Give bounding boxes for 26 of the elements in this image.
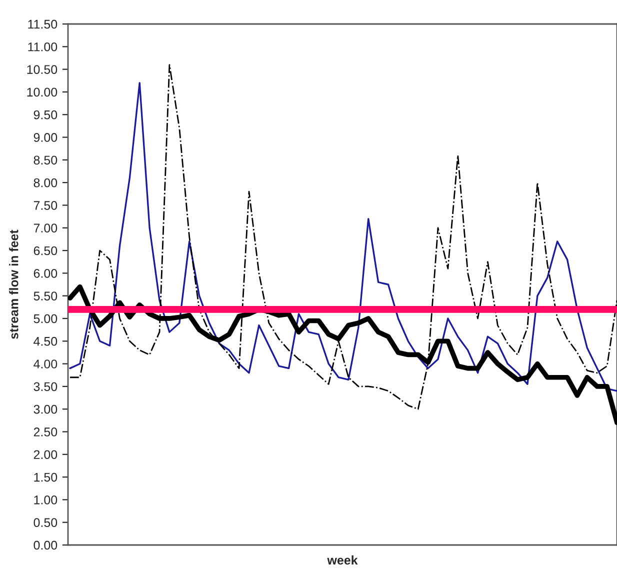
y-tick-label: 6.00 [34,268,58,278]
y-tick-label: 1.50 [34,472,58,482]
y-tick-label: 8.00 [34,178,58,188]
y-tick-label: 2.50 [34,428,58,436]
y-tick-label: 5.50 [34,292,58,300]
y-tick-label: 0.00 [34,540,58,550]
y-tick-label: 9.50 [34,110,58,120]
y-axis-title: stream flow in feet [9,230,18,339]
y-tick-label: 10.00 [27,88,58,97]
x-axis-title: week [327,555,358,565]
y-tick-label: 4.00 [34,360,58,368]
y-tick-label: 7.00 [34,224,58,233]
y-tick-label: 6.50 [34,246,58,256]
y-tick-label: 5.00 [34,314,58,324]
y-tick-label: 3.50 [34,382,58,392]
y-tick-label: 11.50 [28,20,58,29]
y-tick-label: 10.50 [27,65,58,74]
y-tick-label: 11.00 [28,42,58,52]
y-tick-label: 4.50 [34,336,58,346]
y-tick-label: 8.50 [34,156,58,165]
y-tick-label: 3.00 [34,404,58,414]
y-tick-label: 1.00 [34,495,58,504]
y-tick-label: 7.50 [34,201,58,210]
y-tick-label: 9.00 [34,133,58,142]
y-tick-label: 2.00 [34,450,58,460]
y-tick-label: 0.50 [34,518,58,527]
